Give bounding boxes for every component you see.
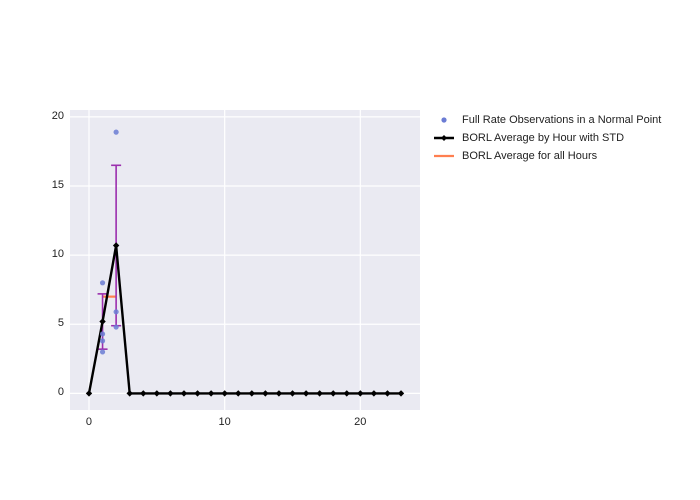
scatter-point <box>100 280 105 285</box>
y-tick-label: 20 <box>52 110 64 122</box>
legend-swatch <box>432 114 456 126</box>
legend-entry: BORL Average for all Hours <box>432 148 661 164</box>
scatter-point <box>114 324 119 329</box>
x-tick-label: 0 <box>79 416 99 428</box>
y-tick-label: 15 <box>52 179 64 191</box>
legend-swatch <box>432 132 456 144</box>
legend-entry: Full Rate Observations in a Normal Point <box>432 112 661 128</box>
scatter-point <box>100 338 105 343</box>
legend-label: Full Rate Observations in a Normal Point <box>462 114 661 126</box>
x-tick-label: 20 <box>350 416 370 428</box>
y-tick-label: 0 <box>58 386 64 398</box>
scatter-point <box>100 331 105 336</box>
legend-label: BORL Average for all Hours <box>462 150 597 162</box>
legend-label: BORL Average by Hour with STD <box>462 132 624 144</box>
legend-entry: BORL Average by Hour with STD <box>432 130 661 146</box>
legend: Full Rate Observations in a Normal Point… <box>432 112 661 166</box>
scatter-point <box>114 130 119 135</box>
y-tick-label: 10 <box>52 248 64 260</box>
y-tick-label: 5 <box>58 317 64 329</box>
x-tick-label: 10 <box>215 416 235 428</box>
scatter-point <box>114 309 119 314</box>
legend-swatch <box>432 150 456 162</box>
scatter-point <box>100 349 105 354</box>
